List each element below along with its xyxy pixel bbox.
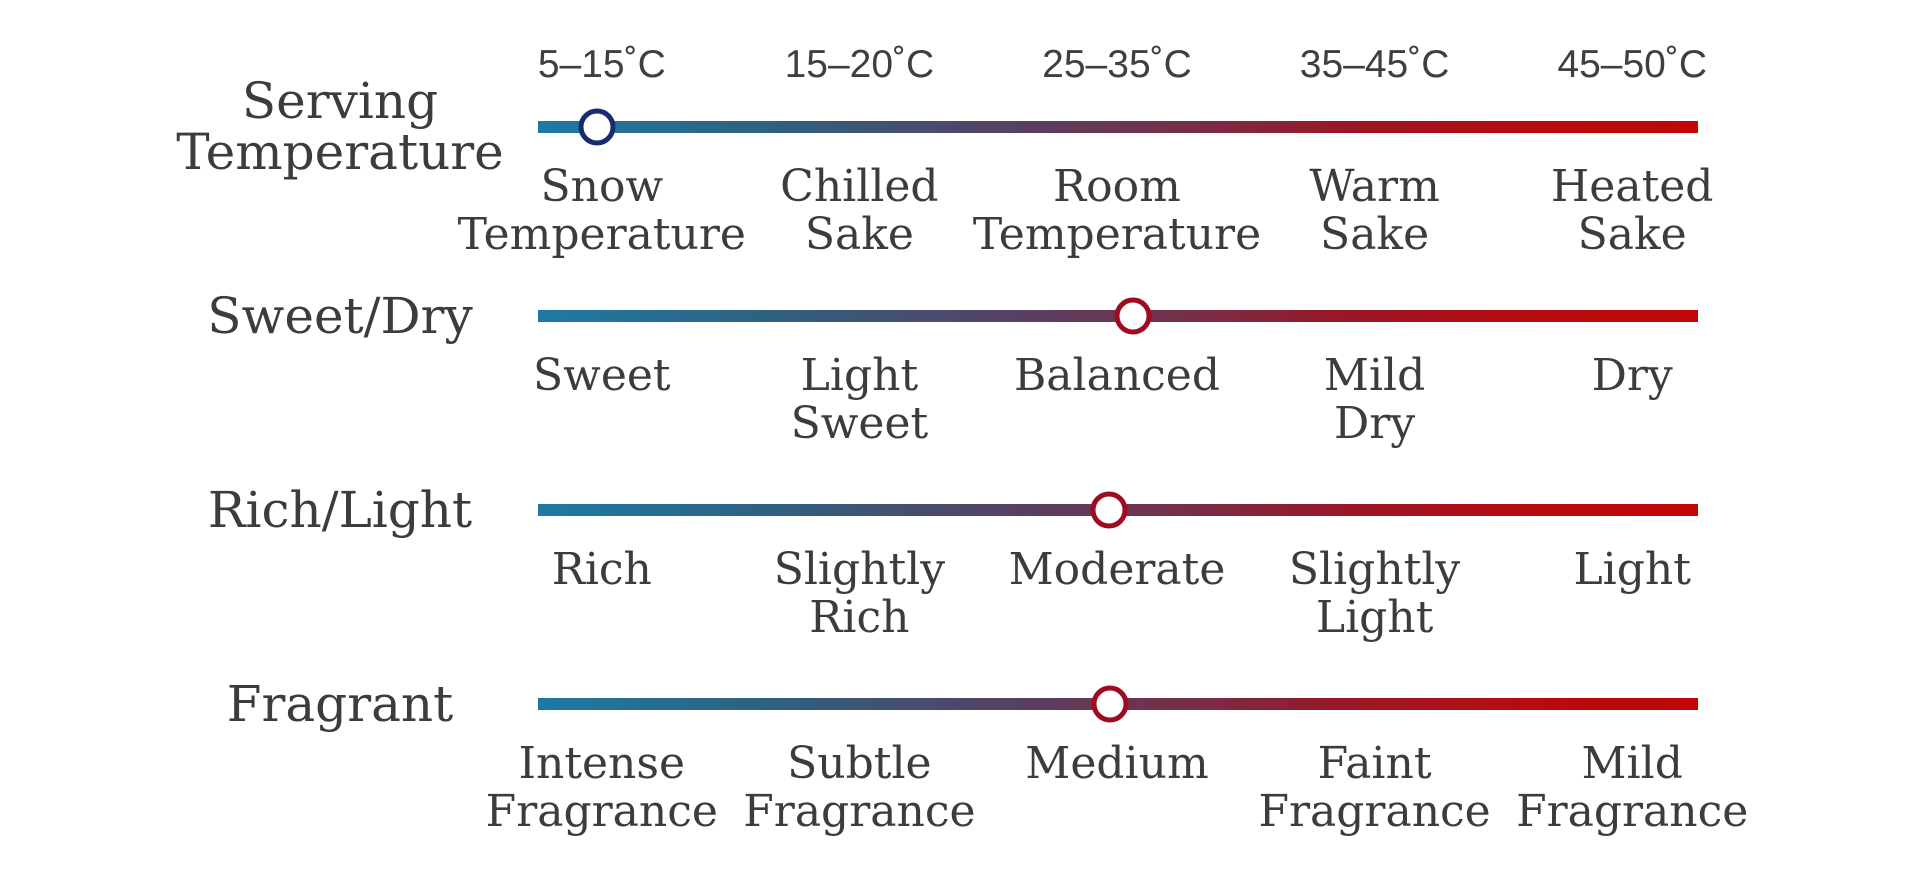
- category: Slightly Rich: [731, 546, 989, 658]
- category-label: Medium: [1025, 738, 1209, 789]
- temperature-range-labels: 5–15˚C 15–20˚C 25–35˚C 35–45˚C 45–50˚C: [473, 35, 1761, 87]
- category-label: Mild Dry: [1323, 350, 1426, 449]
- category-label: Sweet: [533, 350, 671, 401]
- category: Slightly Light: [1246, 546, 1504, 658]
- category-label: Room Temperature: [972, 161, 1262, 260]
- category-label: Chilled Sake: [780, 161, 939, 260]
- temperature-tick-label: 5–15˚C: [537, 43, 666, 86]
- category: Heated Sake: [1503, 163, 1761, 275]
- category-labels: Rich Slightly Rich Moderate Slightly Lig…: [473, 546, 1761, 658]
- category-label: Rich: [551, 544, 652, 595]
- category: Faint Fragrance: [1246, 740, 1504, 852]
- category: Sweet: [473, 352, 731, 464]
- temperature-tick-label: 15–20˚C: [784, 43, 935, 86]
- gradient-scale-track: [538, 491, 1698, 529]
- category-label: Light: [1573, 544, 1691, 595]
- category-label: Faint Fragrance: [1258, 738, 1491, 837]
- scale-title-fragrant: Fragrant: [226, 674, 454, 733]
- category: Moderate: [988, 546, 1246, 658]
- category: Rich: [473, 546, 731, 658]
- category: Light Sweet: [731, 352, 989, 464]
- scale-title-sweet-dry: Sweet/Dry: [207, 286, 473, 345]
- scale-marker-handle[interactable]: [1090, 491, 1128, 529]
- gradient-scale-track: [538, 685, 1698, 723]
- category-label: Balanced: [1013, 350, 1221, 401]
- category-label: Subtle Fragrance: [743, 738, 976, 837]
- category: Subtle Fragrance: [731, 740, 989, 852]
- category: Light: [1503, 546, 1761, 658]
- gradient-scale-track: [538, 297, 1698, 335]
- temperature-tick-label: 25–35˚C: [1042, 43, 1192, 86]
- temperature-tick: 45–50˚C: [1503, 35, 1761, 87]
- category-label: Dry: [1591, 350, 1673, 401]
- category: Warm Sake: [1246, 163, 1504, 275]
- category-label: Slightly Light: [1288, 544, 1461, 643]
- category-label: Moderate: [1008, 544, 1226, 595]
- category: Mild Dry: [1246, 352, 1504, 464]
- category: Mild Fragrance: [1503, 740, 1761, 852]
- temperature-tick-label: 45–50˚C: [1557, 43, 1707, 86]
- category-label: Light Sweet: [790, 350, 929, 449]
- category-labels: Snow Temperature Chilled Sake Room Tempe…: [458, 163, 1761, 275]
- category-label: Heated Sake: [1550, 161, 1714, 260]
- category: Balanced: [988, 352, 1246, 464]
- scale-marker-handle[interactable]: [578, 108, 616, 146]
- temperature-tick: 15–20˚C: [731, 35, 989, 87]
- scale-marker-handle[interactable]: [1091, 685, 1129, 723]
- temperature-tick: 25–35˚C: [988, 35, 1246, 87]
- category-label: Intense Fragrance: [485, 738, 718, 837]
- scale-marker-handle[interactable]: [1114, 297, 1152, 335]
- category: Room Temperature: [973, 163, 1261, 275]
- temperature-tick-label: 35–45˚C: [1299, 43, 1450, 86]
- category: Chilled Sake: [731, 163, 989, 275]
- category: Dry: [1503, 352, 1761, 464]
- category: Snow Temperature: [458, 163, 746, 275]
- category-labels: Sweet Light Sweet Balanced Mild Dry Dry: [473, 352, 1761, 464]
- gradient-scale-track: [538, 108, 1698, 146]
- scale-title-rich-light: Rich/Light: [207, 480, 473, 539]
- temperature-tick: 5–15˚C: [473, 35, 731, 87]
- category-label: Mild Fragrance: [1516, 738, 1749, 837]
- category: Intense Fragrance: [473, 740, 731, 852]
- category-labels: Intense Fragrance Subtle Fragrance Mediu…: [473, 740, 1761, 852]
- category-label: Snow Temperature: [457, 161, 746, 260]
- scale-title-serving-temperature: Serving Temperature: [176, 72, 504, 181]
- category: Medium: [988, 740, 1246, 852]
- temperature-tick: 35–45˚C: [1246, 35, 1504, 87]
- category-label: Warm Sake: [1309, 161, 1440, 260]
- category-label: Slightly Rich: [773, 544, 946, 643]
